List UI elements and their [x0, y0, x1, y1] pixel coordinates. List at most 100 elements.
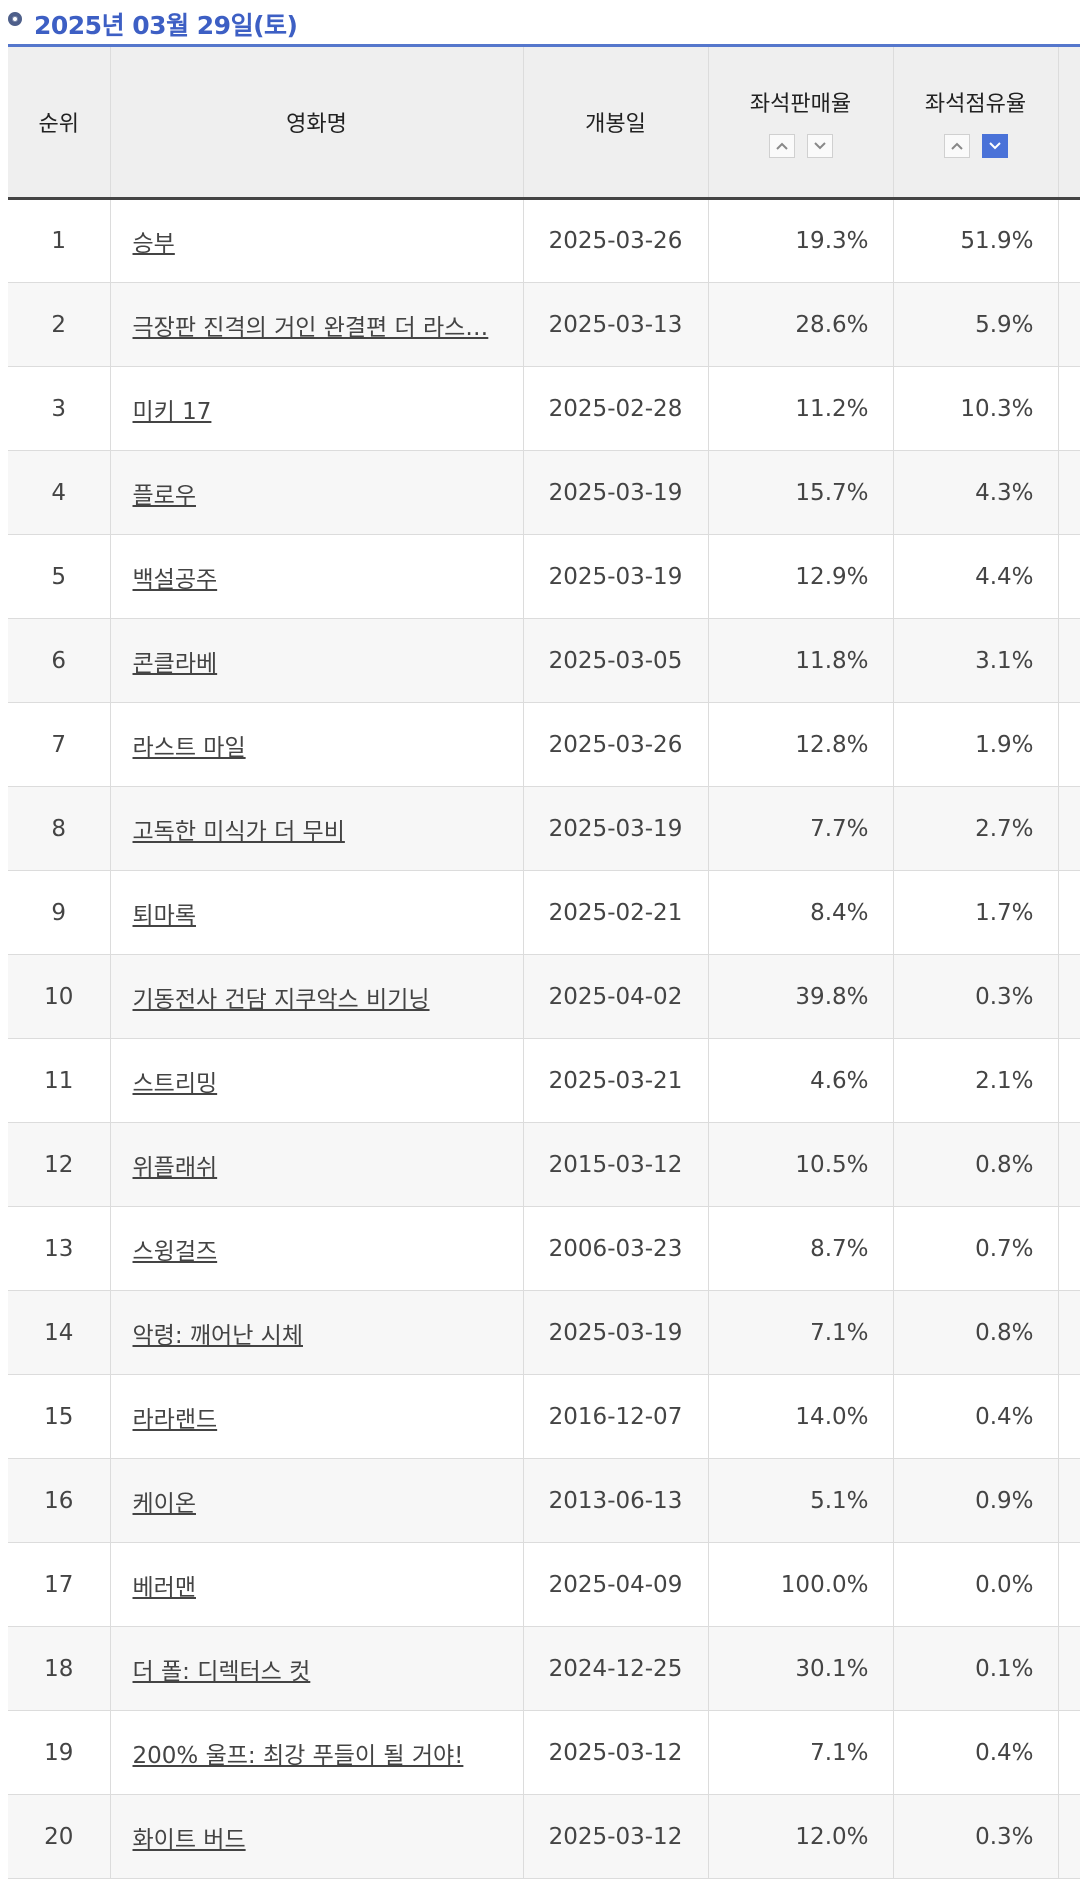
cell-movie-name: 200% 울프: 최강 푸들이 될 거야!	[110, 1710, 524, 1795]
share-sort-desc-button[interactable]	[981, 134, 1008, 158]
cell-seat-sales-rate: 19.3%	[708, 198, 894, 283]
cell-release-date: 2025-04-09	[523, 1542, 709, 1627]
table-row: 5 백설공주 2025-03-19 12.9% 4.4%	[8, 534, 1080, 619]
cell-seat-share-rate: 0.4%	[893, 1374, 1059, 1459]
table-row: 14 악령: 깨어난 시체 2025-03-19 7.1% 0.8%	[8, 1290, 1080, 1375]
cell-seat-sales-rate: 7.1%	[708, 1290, 894, 1375]
movie-title-link[interactable]: 스윙걸즈	[132, 1238, 218, 1265]
cell-movie-name: 기동전사 건담 지쿠악스 비기닝	[110, 954, 524, 1039]
table-row: 9 퇴마록 2025-02-21 8.4% 1.7%	[8, 870, 1080, 955]
sales-sort-asc-button[interactable]	[768, 134, 795, 158]
movie-title-link[interactable]: 케이온	[132, 1490, 196, 1517]
column-header-rank: 순위	[8, 47, 111, 200]
cell-seat-share-rate: 0.7%	[893, 1206, 1059, 1291]
share-sort-asc-button[interactable]	[943, 134, 970, 158]
cell-seat-sales-rate: 5.1%	[708, 1458, 894, 1543]
ranking-table-container: 순위 영화명 개봉일 좌석판매율 좌석점유율	[8, 47, 1080, 1879]
table-header: 순위 영화명 개봉일 좌석판매율 좌석점유율	[8, 47, 1080, 200]
cell-release-date: 2025-02-21	[523, 870, 709, 955]
cell-extra	[1058, 1542, 1080, 1627]
cell-rank: 9	[8, 870, 111, 955]
cell-seat-share-rate: 0.8%	[893, 1290, 1059, 1375]
cell-rank: 5	[8, 534, 111, 619]
cell-movie-name: 승부	[110, 198, 524, 283]
movie-title-link[interactable]: 승부	[132, 231, 175, 257]
cell-release-date: 2015-03-12	[523, 1122, 709, 1207]
cell-seat-share-rate: 3.1%	[893, 618, 1059, 703]
cell-seat-sales-rate: 8.7%	[708, 1206, 894, 1291]
cell-rank: 19	[8, 1710, 111, 1795]
cell-extra	[1058, 1626, 1080, 1711]
cell-seat-share-rate: 5.9%	[893, 282, 1059, 367]
column-header-date: 개봉일	[523, 47, 709, 200]
table-row: 15 라라랜드 2016-12-07 14.0% 0.4%	[8, 1374, 1080, 1459]
cell-seat-sales-rate: 39.8%	[708, 954, 894, 1039]
cell-seat-sales-rate: 100.0%	[708, 1542, 894, 1627]
cell-seat-share-rate: 0.1%	[893, 1626, 1059, 1711]
cell-seat-sales-rate: 30.1%	[708, 1626, 894, 1711]
cell-movie-name: 극장판 진격의 거인 완결편 더 라스…	[110, 282, 524, 367]
title-divider	[8, 44, 1080, 47]
movie-title-link[interactable]: 베러맨	[132, 1574, 196, 1601]
cell-rank: 2	[8, 282, 111, 367]
cell-movie-name: 백설공주	[110, 534, 524, 619]
table-row: 20 화이트 버드 2025-03-12 12.0% 0.3%	[8, 1794, 1080, 1879]
cell-release-date: 2013-06-13	[523, 1458, 709, 1543]
movie-title-link[interactable]: 악령: 깨어난 시체	[132, 1322, 304, 1349]
movie-title-link[interactable]: 백설공주	[132, 566, 218, 593]
cell-seat-share-rate: 51.9%	[893, 198, 1059, 283]
cell-extra	[1058, 954, 1080, 1039]
cell-rank: 7	[8, 702, 111, 787]
movie-title-link[interactable]: 위플래쉬	[132, 1154, 218, 1181]
circle-bullet-icon	[8, 12, 22, 26]
table-row: 1 승부 2025-03-26 19.3% 51.9%	[8, 198, 1080, 283]
cell-seat-sales-rate: 7.7%	[708, 786, 894, 871]
movie-title-link[interactable]: 퇴마록	[132, 902, 196, 929]
cell-extra	[1058, 1710, 1080, 1795]
table-row: 18 더 폴: 디렉터스 컷 2024-12-25 30.1% 0.1%	[8, 1626, 1080, 1711]
movie-title-link[interactable]: 더 폴: 디렉터스 컷	[132, 1658, 311, 1685]
movie-title-link[interactable]: 극장판 진격의 거인 완결편 더 라스…	[132, 314, 489, 341]
table-row: 2 극장판 진격의 거인 완결편 더 라스… 2025-03-13 28.6% 5.9%	[8, 282, 1080, 367]
cell-movie-name: 스윙걸즈	[110, 1206, 524, 1291]
cell-seat-sales-rate: 12.9%	[708, 534, 894, 619]
cell-release-date: 2024-12-25	[523, 1626, 709, 1711]
cell-release-date: 2025-03-19	[523, 786, 709, 871]
cell-rank: 20	[8, 1794, 111, 1879]
cell-seat-sales-rate: 10.5%	[708, 1122, 894, 1207]
cell-seat-share-rate: 2.1%	[893, 1038, 1059, 1123]
table-row: 12 위플래쉬 2015-03-12 10.5% 0.8%	[8, 1122, 1080, 1207]
table-row: 8 고독한 미식가 더 무비 2025-03-19 7.7% 2.7%	[8, 786, 1080, 871]
cell-extra	[1058, 786, 1080, 871]
movie-title-link[interactable]: 기동전사 건담 지쿠악스 비기닝	[132, 986, 430, 1013]
cell-seat-sales-rate: 28.6%	[708, 282, 894, 367]
cell-seat-sales-rate: 15.7%	[708, 450, 894, 535]
movie-title-link[interactable]: 고독한 미식가 더 무비	[132, 818, 345, 845]
table-row: 17 베러맨 2025-04-09 100.0% 0.0%	[8, 1542, 1080, 1627]
cell-rank: 1	[8, 198, 111, 283]
cell-movie-name: 라스트 마일	[110, 702, 524, 787]
movie-title-link[interactable]: 라라랜드	[132, 1406, 218, 1433]
cell-release-date: 2025-02-28	[523, 366, 709, 451]
cell-extra	[1058, 618, 1080, 703]
cell-release-date: 2025-03-19	[523, 1290, 709, 1375]
cell-seat-share-rate: 10.3%	[893, 366, 1059, 451]
movie-title-link[interactable]: 미키 17	[132, 398, 212, 425]
movie-title-link[interactable]: 200% 울프: 최강 푸들이 될 거야!	[132, 1742, 464, 1769]
cell-release-date: 2025-03-19	[523, 450, 709, 535]
movie-title-link[interactable]: 화이트 버드	[132, 1826, 246, 1853]
cell-rank: 6	[8, 618, 111, 703]
table-row: 4 플로우 2025-03-19 15.7% 4.3%	[8, 450, 1080, 535]
cell-rank: 17	[8, 1542, 111, 1627]
cell-extra	[1058, 870, 1080, 955]
cell-release-date: 2025-03-26	[523, 702, 709, 787]
column-header-extra	[1058, 47, 1080, 200]
movie-title-link[interactable]: 스트리밍	[132, 1070, 218, 1097]
movie-title-link[interactable]: 라스트 마일	[132, 734, 246, 761]
sales-sort-desc-button[interactable]	[806, 134, 833, 158]
movie-title-link[interactable]: 플로우	[132, 482, 196, 509]
column-header-name: 영화명	[110, 47, 524, 200]
cell-extra	[1058, 702, 1080, 787]
movie-title-link[interactable]: 콘클라베	[132, 650, 218, 677]
cell-release-date: 2016-12-07	[523, 1374, 709, 1459]
